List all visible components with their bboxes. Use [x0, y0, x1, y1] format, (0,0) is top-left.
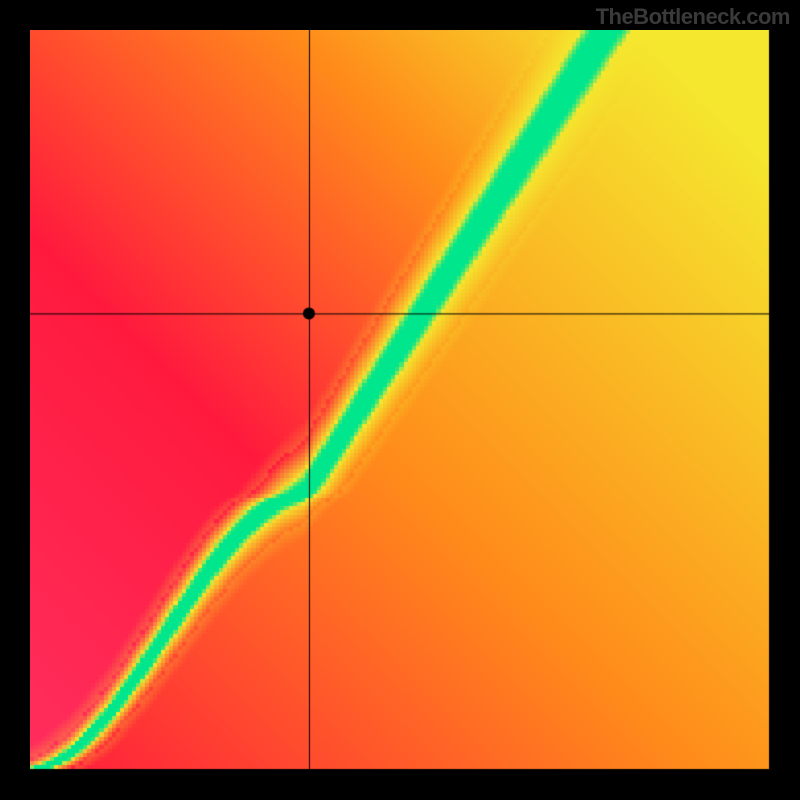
- heatmap-chart: [30, 30, 770, 770]
- heatmap-canvas: [30, 30, 770, 770]
- watermark-text: TheBottleneck.com: [596, 4, 790, 30]
